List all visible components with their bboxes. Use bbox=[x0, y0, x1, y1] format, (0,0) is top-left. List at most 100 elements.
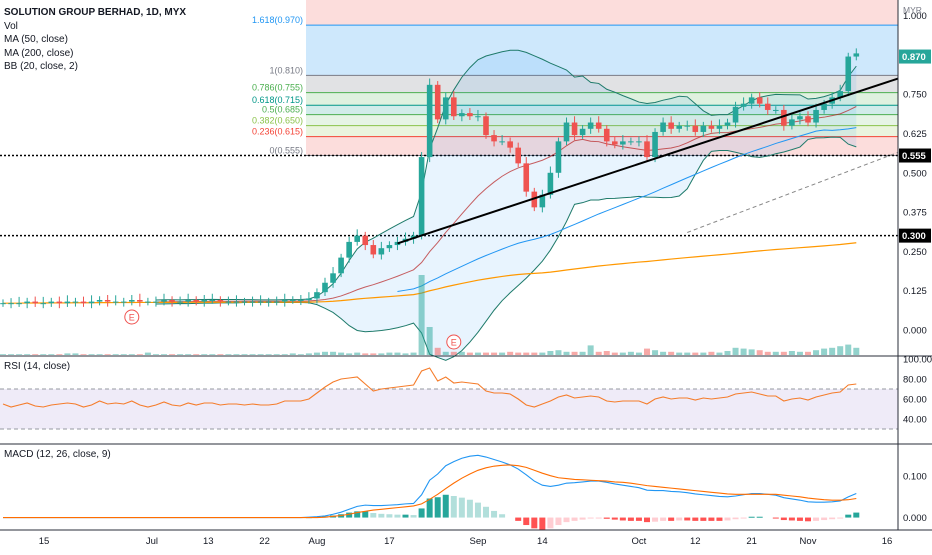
volume-bar bbox=[0, 354, 6, 355]
candle bbox=[265, 297, 272, 307]
candle-body bbox=[539, 194, 546, 208]
macd-histogram-bar bbox=[853, 512, 860, 518]
candle-body bbox=[837, 91, 843, 98]
candle-body bbox=[579, 128, 586, 136]
rsi-tick-label: 80.00 bbox=[903, 375, 927, 386]
volume-bar bbox=[740, 348, 747, 355]
candle bbox=[805, 111, 811, 127]
macd-histogram-bar bbox=[829, 517, 836, 520]
candle-body bbox=[290, 300, 296, 302]
volume-bar bbox=[273, 354, 280, 355]
macd-histogram-bar bbox=[450, 496, 457, 518]
volume-bar bbox=[217, 354, 224, 355]
macd-histogram-bar bbox=[772, 517, 779, 519]
volume-bar bbox=[853, 347, 860, 355]
volume-bar bbox=[265, 354, 272, 355]
macd-histogram-bar bbox=[378, 513, 385, 518]
candle bbox=[0, 299, 6, 307]
candle-body bbox=[475, 116, 481, 118]
candle bbox=[748, 93, 755, 109]
trend-line bbox=[397, 77, 899, 245]
candle bbox=[451, 91, 457, 121]
candle-body bbox=[813, 109, 819, 123]
time-tick-label: 16 bbox=[882, 536, 893, 547]
candle-body bbox=[756, 97, 763, 104]
candle bbox=[48, 297, 55, 307]
candle bbox=[16, 296, 22, 307]
candle-body bbox=[692, 125, 699, 132]
candle-body bbox=[161, 300, 167, 302]
volume-bar bbox=[732, 347, 739, 355]
candle-body bbox=[32, 301, 38, 304]
candle bbox=[273, 296, 280, 306]
macd-histogram-bar bbox=[539, 517, 546, 530]
macd-tick-label: 0.000 bbox=[903, 513, 927, 524]
volume-bar bbox=[362, 353, 369, 355]
macd-histogram-bar bbox=[523, 517, 530, 526]
time-tick-label: 14 bbox=[537, 536, 548, 547]
volume-bar bbox=[611, 352, 618, 355]
legend-ma200[interactable]: MA (200, close) bbox=[4, 47, 74, 59]
candle bbox=[764, 97, 771, 115]
candle bbox=[290, 296, 296, 304]
macd-histogram-bar bbox=[410, 515, 417, 518]
volume-bar bbox=[16, 354, 23, 355]
volume-bar bbox=[281, 354, 288, 355]
macd-legend[interactable]: MACD (12, 26, close, 9) bbox=[4, 449, 111, 460]
candle bbox=[692, 119, 699, 136]
fib-zone-top bbox=[306, 0, 898, 26]
volume-bar bbox=[104, 354, 111, 355]
volume-bar bbox=[716, 352, 723, 355]
macd-histogram-bar bbox=[491, 510, 498, 518]
candle-body bbox=[346, 241, 352, 258]
volume-bar bbox=[161, 354, 167, 355]
candle-body bbox=[96, 300, 103, 302]
candle bbox=[330, 267, 336, 288]
candle bbox=[185, 293, 191, 307]
volume-bar bbox=[756, 350, 763, 355]
candle-body bbox=[0, 303, 6, 305]
legend-volume[interactable]: Vol bbox=[4, 20, 18, 32]
candle-body bbox=[48, 301, 55, 304]
candle-body bbox=[571, 122, 578, 136]
candle bbox=[781, 104, 787, 131]
volume-bar bbox=[805, 351, 811, 355]
volume-bar bbox=[788, 351, 795, 355]
candle-body bbox=[628, 141, 634, 143]
macd-histogram-bar bbox=[732, 517, 739, 520]
volume-bar bbox=[185, 354, 192, 355]
candle bbox=[628, 137, 634, 146]
legend-bb[interactable]: BB (20, close, 2) bbox=[4, 61, 78, 72]
fib-zone bbox=[306, 114, 898, 126]
earnings-marker bbox=[124, 309, 140, 325]
candle-body bbox=[442, 97, 449, 120]
candle-body bbox=[740, 103, 747, 107]
time-tick-label: 15 bbox=[39, 536, 50, 547]
candle-body bbox=[587, 122, 594, 129]
candle-body bbox=[338, 257, 344, 274]
candle-body bbox=[668, 122, 674, 129]
volume-bar bbox=[458, 351, 465, 355]
candle bbox=[112, 295, 119, 306]
candle-body bbox=[644, 141, 650, 158]
time-tick-label: 22 bbox=[259, 536, 270, 547]
macd-histogram-bar bbox=[821, 517, 828, 521]
candle-body bbox=[185, 300, 191, 302]
candle bbox=[120, 297, 127, 307]
macd-histogram-bar bbox=[708, 517, 715, 521]
volume-bar bbox=[764, 351, 771, 355]
candle-body bbox=[177, 301, 183, 303]
candle-body bbox=[169, 300, 175, 302]
candle-body bbox=[354, 235, 360, 242]
volume-bar bbox=[829, 347, 836, 355]
volume-bar bbox=[152, 354, 159, 355]
macd-histogram-bar bbox=[362, 511, 369, 518]
volume-bar bbox=[128, 354, 135, 355]
rsi-legend[interactable]: RSI (14, close) bbox=[4, 361, 71, 372]
candle bbox=[298, 294, 304, 306]
legend-ma50[interactable]: MA (50, close) bbox=[4, 34, 68, 45]
candle-body bbox=[716, 125, 723, 129]
candle bbox=[56, 296, 63, 309]
volume-bar bbox=[257, 354, 264, 355]
